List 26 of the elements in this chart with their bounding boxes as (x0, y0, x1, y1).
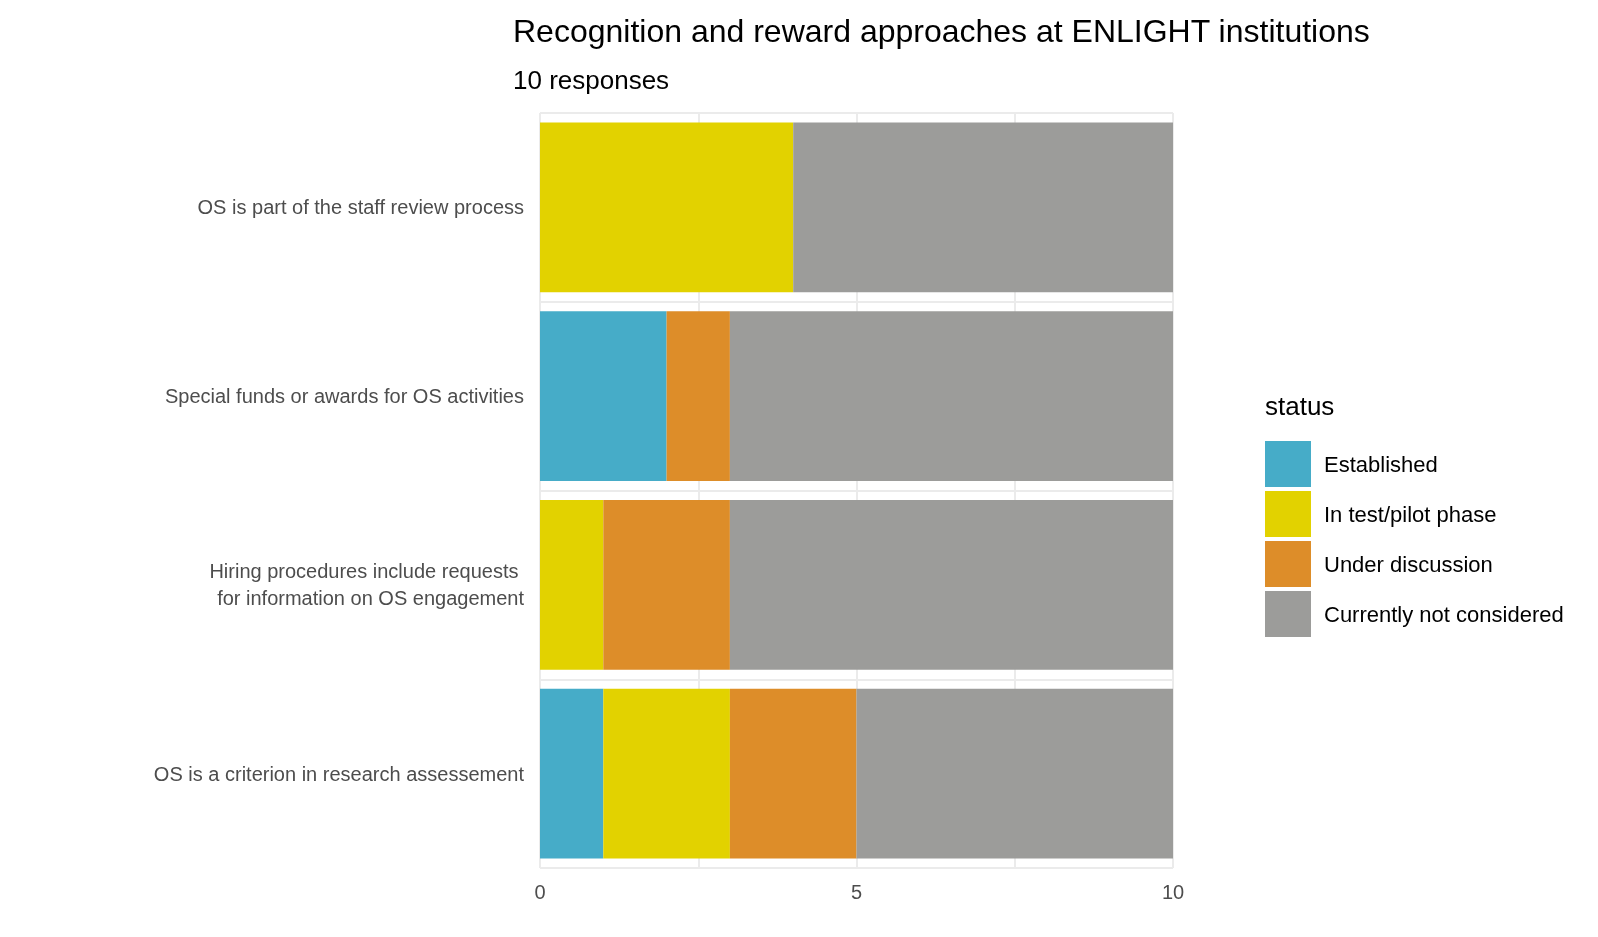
bar (793, 122, 1173, 293)
legend-label: In test/pilot phase (1324, 501, 1497, 527)
bar (603, 499, 730, 670)
legend-label: Currently not considered (1324, 601, 1564, 627)
y-tick-label: OS is part of the staff review process (197, 196, 524, 219)
bar (603, 688, 730, 859)
chart-subtitle: 10 responses (513, 65, 670, 95)
x-tick-label: 0 (534, 881, 546, 903)
y-tick-label: Hiring procedures include requests for information on OS engagement (209, 560, 525, 610)
bar (540, 499, 604, 670)
bar (729, 311, 1173, 482)
y-tick-label: OS is a criterion in research assessement (153, 762, 525, 785)
y-tick-label: Special funds or awards for OS activities (164, 385, 524, 408)
bar (666, 311, 730, 482)
bar (540, 122, 794, 293)
bar (729, 499, 1173, 670)
legend-label: Under discussion (1324, 551, 1493, 577)
chart-title: Recognition and reward approaches at ENLIGHT institutions (513, 13, 1370, 49)
x-tick-label: 5 (850, 881, 863, 903)
legend-label: Established (1324, 451, 1438, 477)
bar (540, 688, 604, 859)
bar (729, 688, 857, 859)
bar (540, 311, 667, 482)
legend-title: status (1265, 391, 1335, 421)
x-tick-label: 10 (1161, 881, 1185, 903)
bar (856, 688, 1173, 859)
